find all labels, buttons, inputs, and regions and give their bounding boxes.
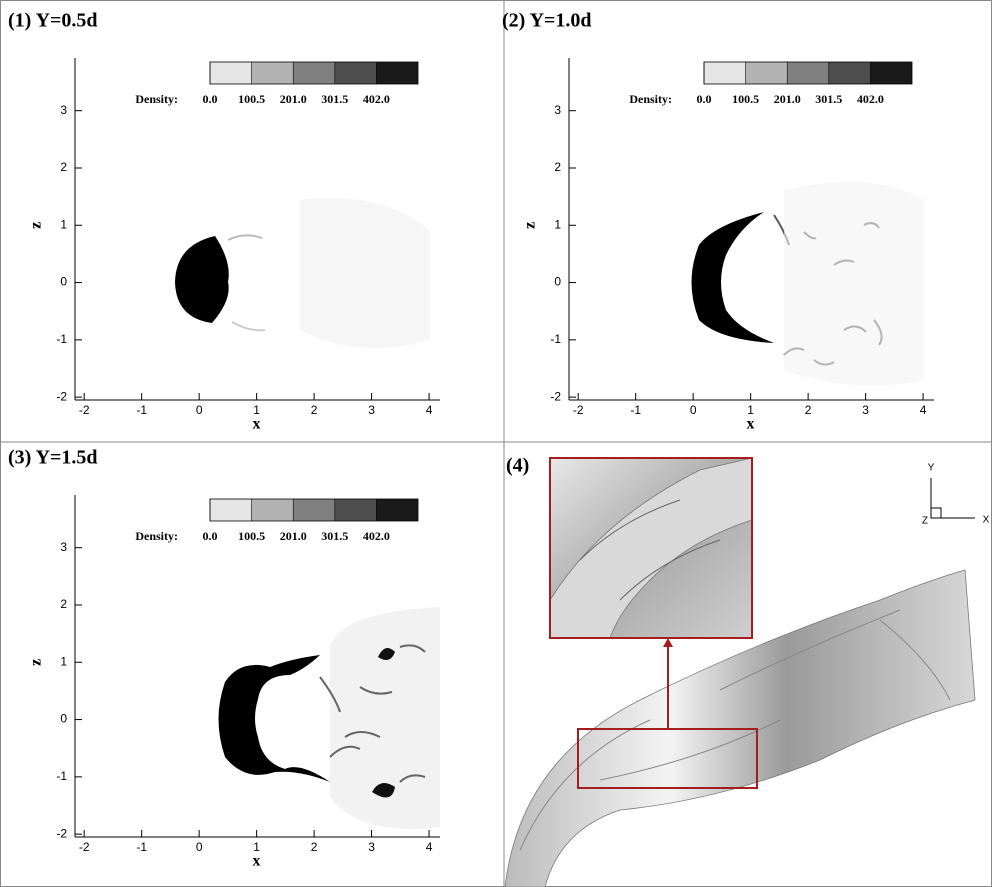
panel-title: (2) Y=1.0d — [502, 10, 592, 32]
panel-title: (1) Y=0.5d — [8, 10, 98, 32]
y-tick-label: -1 — [56, 769, 67, 783]
x-axis-label: x — [747, 416, 755, 433]
y-tick-label: 2 — [554, 160, 561, 174]
colorbar-tick-label: 402.0 — [363, 529, 390, 543]
frame — [1, 1, 992, 887]
colorbar-label: Density: — [135, 529, 178, 543]
axis-triad-label: Z — [922, 516, 928, 527]
density-field — [175, 198, 430, 348]
colorbar-tick-label: 201.0 — [280, 529, 307, 543]
colorbar-label: Density: — [629, 92, 672, 106]
colorbar-tick-label: 301.5 — [815, 92, 842, 106]
colorbar-segment — [252, 499, 294, 521]
x-tick-label: -2 — [79, 403, 90, 417]
y-tick-label: -2 — [56, 826, 67, 840]
x-tick-label: 0 — [196, 403, 203, 417]
colorbar-segment — [210, 499, 252, 521]
colorbar-tick-label: 201.0 — [280, 92, 307, 106]
colorbar-segment — [252, 62, 294, 84]
colorbar-tick-label: 301.5 — [321, 92, 348, 106]
y-tick-label: 1 — [554, 217, 561, 231]
colorbar-tick-label: 0.0 — [203, 529, 218, 543]
y-axis-label: z — [28, 659, 45, 666]
colorbar-tick-label: 201.0 — [774, 92, 801, 106]
colorbar-segment — [293, 62, 335, 84]
y-tick-label: -2 — [56, 389, 67, 403]
y-tick-label: 3 — [60, 540, 67, 554]
x-tick-label: 2 — [311, 840, 318, 854]
colorbar-tick-label: 100.5 — [238, 92, 265, 106]
y-tick-label: 1 — [60, 654, 67, 668]
panel-title: (3) Y=1.5d — [8, 447, 98, 469]
figure: (4) Y X Z (1) Y=0.5d -2 -1 0 1 2 3 4 -2 -1 0 1 2 3 x z 0… — [0, 0, 992, 887]
y-tick-label: -1 — [550, 332, 561, 346]
y-tick-label: -2 — [550, 389, 561, 403]
x-axis-label: x — [253, 853, 261, 870]
panel-label: (4) — [506, 455, 529, 477]
y-axis-label: z — [522, 222, 539, 229]
y-tick-label: 0 — [60, 275, 67, 289]
x-tick-label: 3 — [862, 403, 869, 417]
colorbar-segment — [335, 499, 377, 521]
y-tick-label: 2 — [60, 160, 67, 174]
y-tick-label: 1 — [60, 217, 67, 231]
x-tick-label: -1 — [630, 403, 641, 417]
colorbar-segment — [376, 62, 418, 84]
x-tick-label: -1 — [136, 840, 147, 854]
colorbar-segment — [870, 62, 912, 84]
x-tick-label: 4 — [920, 403, 927, 417]
x-tick-label: 0 — [196, 840, 203, 854]
colorbar-segment — [829, 62, 871, 84]
colorbar-tick-label: 100.5 — [238, 529, 265, 543]
colorbar-segment — [746, 62, 788, 84]
y-axis-label: z — [28, 222, 45, 229]
x-tick-label: 3 — [368, 840, 375, 854]
colorbar-tick-label: 402.0 — [363, 92, 390, 106]
colorbar-tick-label: 100.5 — [732, 92, 759, 106]
colorbar-segment — [335, 62, 377, 84]
x-tick-label: 3 — [368, 403, 375, 417]
x-tick-label: 4 — [426, 403, 433, 417]
colorbar-segment — [210, 62, 252, 84]
y-tick-label: 3 — [554, 103, 561, 117]
colorbar-segment — [787, 62, 829, 84]
y-tick-label: 0 — [60, 712, 67, 726]
y-tick-label: 3 — [60, 103, 67, 117]
colorbar-tick-label: 402.0 — [857, 92, 884, 106]
colorbar-segment — [376, 499, 418, 521]
density-field — [219, 607, 441, 829]
x-tick-label: 2 — [311, 403, 318, 417]
x-axis-label: x — [253, 416, 261, 433]
colorbar-tick-label: 0.0 — [203, 92, 218, 106]
axis-triad-label: Y — [928, 463, 935, 474]
density-field — [692, 182, 925, 386]
x-tick-label: -1 — [136, 403, 147, 417]
x-tick-label: 2 — [805, 403, 812, 417]
y-tick-label: 2 — [60, 597, 67, 611]
x-tick-label: -2 — [573, 403, 584, 417]
colorbar-tick-label: 301.5 — [321, 529, 348, 543]
x-tick-label: 4 — [426, 840, 433, 854]
x-tick-label: -2 — [79, 840, 90, 854]
colorbar-tick-label: 0.0 — [697, 92, 712, 106]
y-tick-label: 0 — [554, 275, 561, 289]
colorbar-segment — [704, 62, 746, 84]
y-tick-label: -1 — [56, 332, 67, 346]
colorbar-segment — [293, 499, 335, 521]
colorbar-label: Density: — [135, 92, 178, 106]
axis-triad-label: X — [983, 515, 990, 526]
x-tick-label: 0 — [690, 403, 697, 417]
isosurface-render — [505, 458, 975, 887]
